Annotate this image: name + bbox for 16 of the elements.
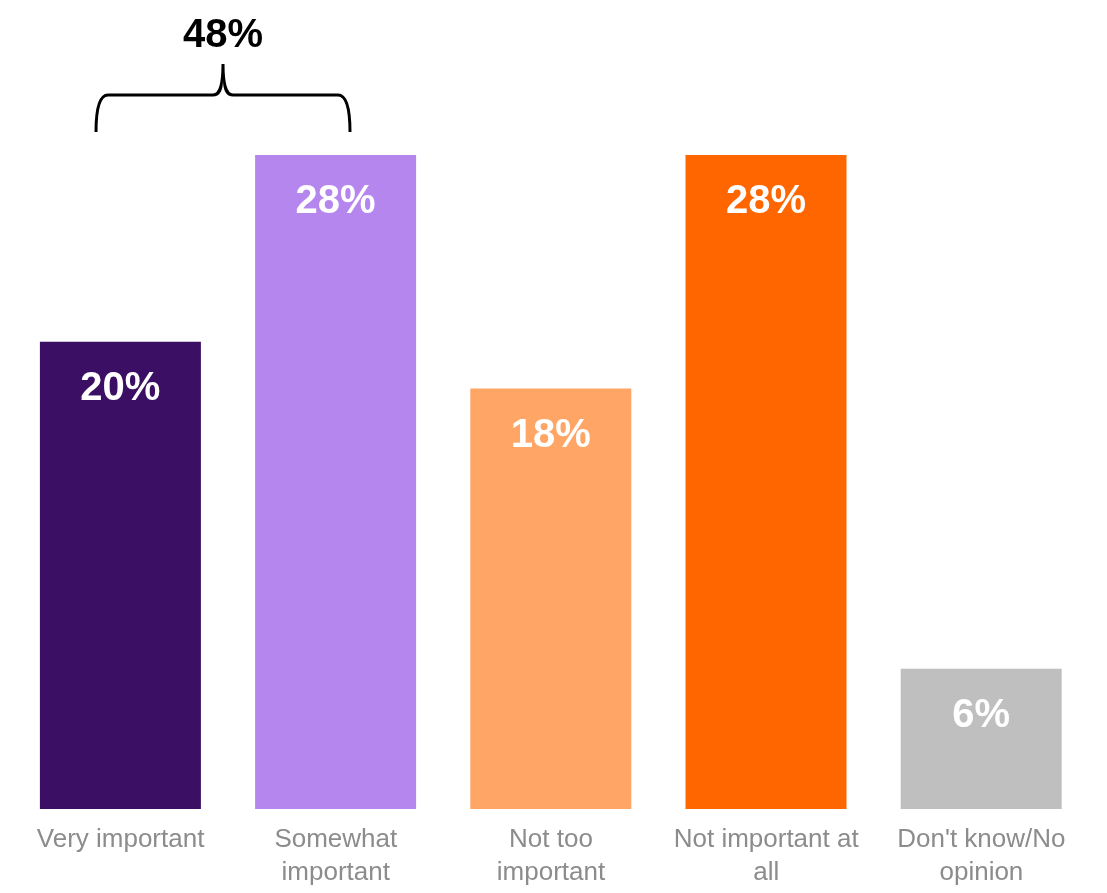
x-tick-label: Not important at all	[673, 823, 860, 886]
bar	[255, 155, 417, 809]
x-tick-label: Somewhat important	[274, 823, 398, 886]
bar	[39, 341, 201, 809]
data-label: 18%	[510, 410, 591, 455]
text: 48%	[182, 11, 264, 55]
bar	[685, 155, 847, 809]
data-label: 6%	[952, 690, 1011, 735]
x-tick-label: Don't know/No opinion	[897, 823, 1066, 886]
bar	[900, 668, 1062, 809]
x-tick-label: Not too important	[496, 823, 606, 886]
data-label: 28%	[295, 177, 376, 221]
data-label: 28%	[725, 177, 807, 221]
bar	[470, 388, 632, 809]
data-label: 20%	[80, 363, 161, 408]
x-tick-label: Very important	[36, 823, 206, 853]
